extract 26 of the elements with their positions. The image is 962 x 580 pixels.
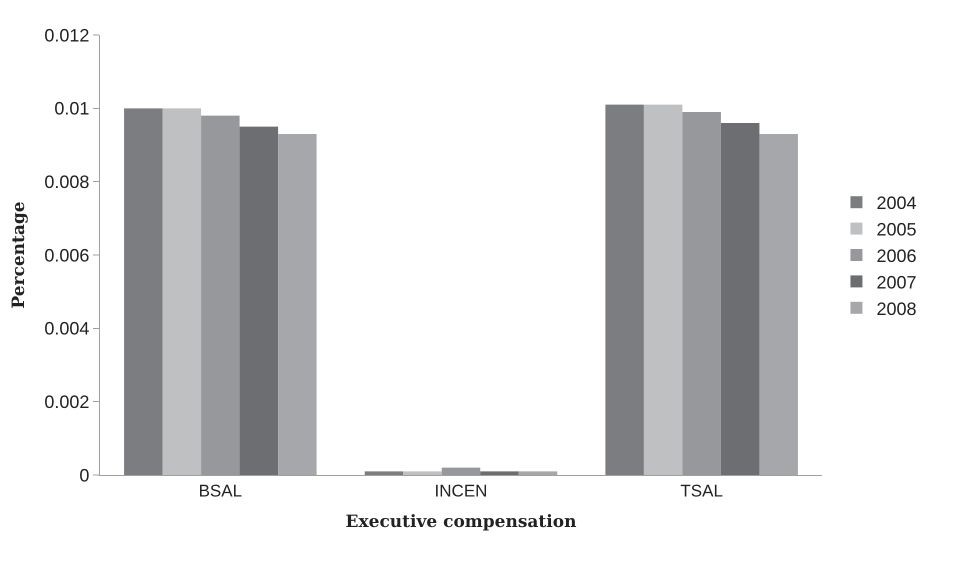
bar	[124, 108, 163, 475]
y-tick-label: 0.006	[44, 245, 90, 266]
y-tick-label: 0.002	[44, 392, 90, 412]
bar	[403, 471, 442, 475]
x-axis-title: Executive compensation	[346, 512, 576, 532]
y-tick-label: 0.01	[54, 98, 90, 119]
x-tick-label: INCEN	[434, 481, 488, 500]
bar	[605, 104, 644, 475]
y-tick-label: 0.004	[44, 318, 90, 339]
bar	[720, 123, 760, 475]
legend-label: 2005	[876, 220, 916, 240]
bar	[162, 108, 202, 475]
x-tick-label: BSAL	[198, 481, 242, 500]
y-tick-label: 0.008	[44, 172, 90, 192]
y-tick-label: 0	[79, 465, 90, 486]
bar	[480, 471, 519, 475]
bar	[644, 104, 682, 475]
bar	[364, 471, 404, 475]
y-axis-title: Percentage	[8, 201, 29, 309]
bar	[240, 126, 278, 475]
legend-label: 2008	[876, 298, 916, 319]
x-tick-label: TSAL	[680, 481, 723, 500]
y-tick-label: 0.012	[44, 25, 90, 46]
legend-label: 2004	[876, 193, 916, 214]
legend-label: 2007	[876, 272, 916, 292]
legend-label: 2006	[876, 246, 916, 266]
